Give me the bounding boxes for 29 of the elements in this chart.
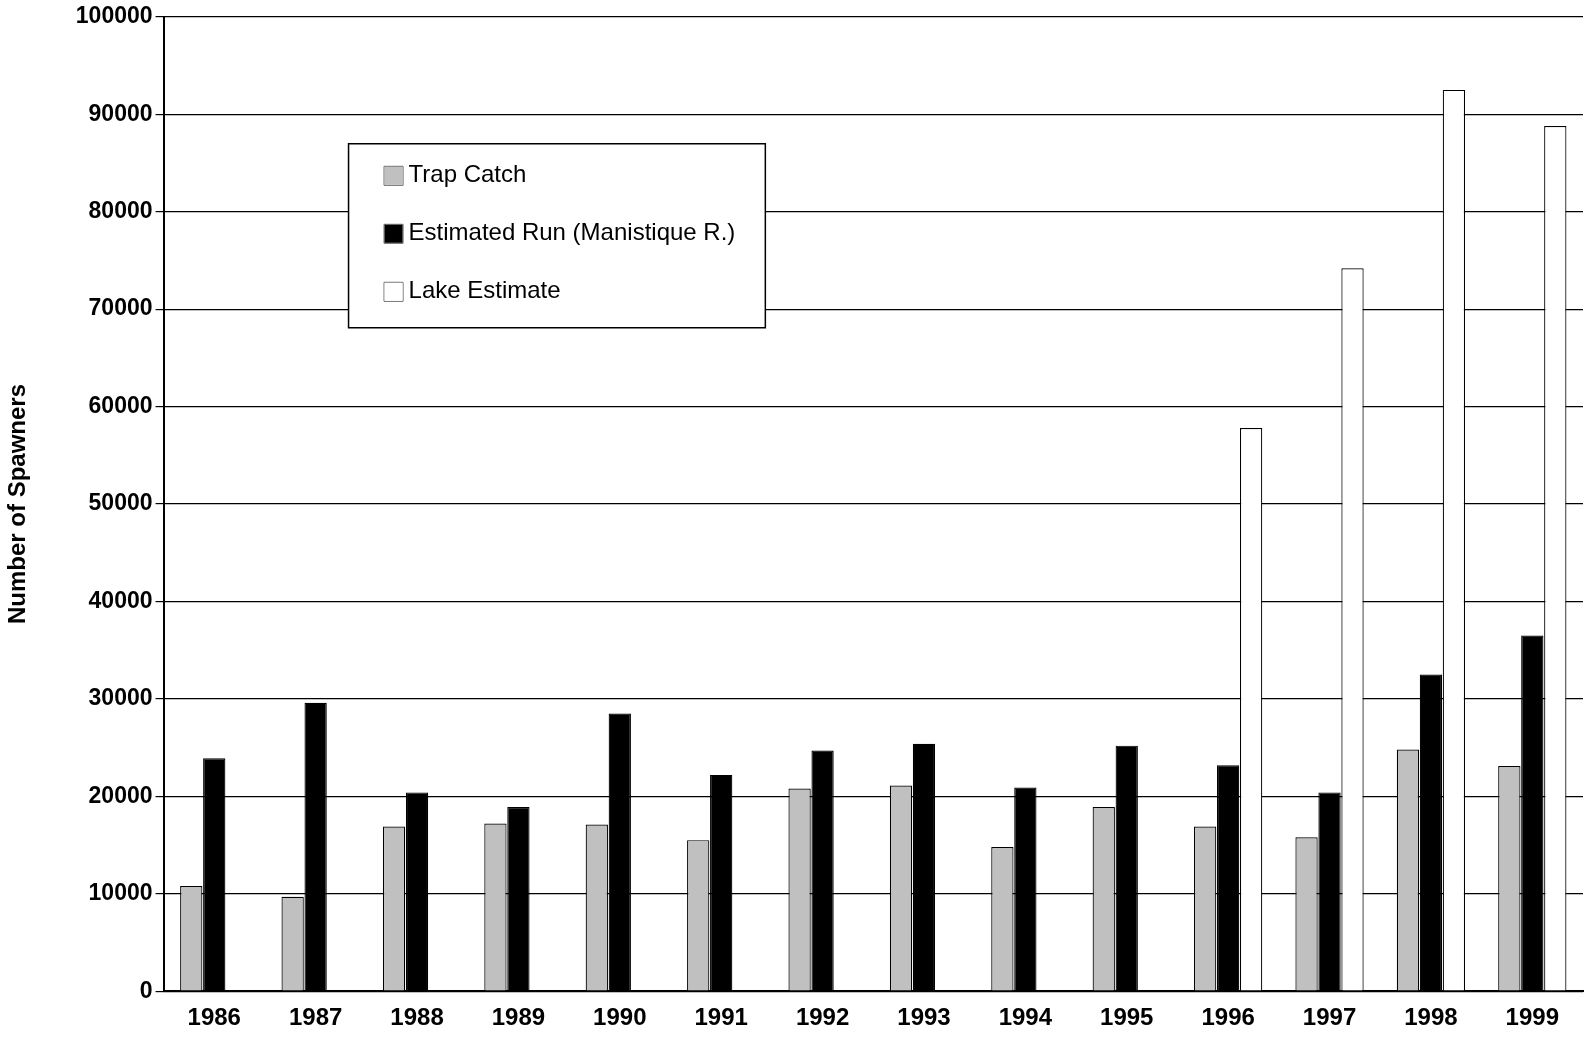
y-tick-label: 20000 — [88, 781, 153, 808]
x-tick-label: 1986 — [187, 1003, 241, 1031]
x-tick-label: 1992 — [795, 1003, 850, 1031]
y-tick-label: 80000 — [88, 197, 153, 224]
x-tick-label: 1994 — [998, 1003, 1053, 1031]
legend-label: Trap Catch — [408, 160, 527, 188]
legend-label: Lake Estimate — [408, 276, 561, 304]
legend-label: Estimated Run (Manistique R.) — [408, 218, 736, 246]
y-tick-label: 0 — [139, 976, 153, 1003]
y-tick-label: 30000 — [88, 684, 153, 711]
x-tick-label: 1989 — [491, 1003, 546, 1031]
x-tick-label: 1987 — [288, 1003, 343, 1031]
x-tick-label: 1998 — [1404, 1003, 1458, 1031]
x-tick-label: 1988 — [390, 1003, 444, 1031]
y-tick-label: 50000 — [88, 489, 153, 516]
y-axis-title: Number of Spawners — [3, 383, 31, 625]
y-tick-label: 100000 — [75, 2, 153, 29]
x-tick-label: 1997 — [1302, 1003, 1357, 1031]
x-tick-label: 1991 — [694, 1003, 748, 1031]
x-tick-label: 1995 — [1100, 1003, 1154, 1031]
y-tick-label: 90000 — [88, 99, 153, 126]
x-tick-label: 1993 — [897, 1003, 951, 1031]
y-tick-label: 10000 — [88, 879, 153, 906]
y-tick-label: 70000 — [88, 294, 153, 321]
x-tick-label: 1990 — [593, 1003, 647, 1031]
x-tick-label: 1999 — [1505, 1003, 1559, 1031]
y-tick-label: 40000 — [88, 586, 153, 613]
x-tick-label: 1996 — [1201, 1003, 1255, 1031]
y-tick-label: 60000 — [88, 391, 153, 418]
